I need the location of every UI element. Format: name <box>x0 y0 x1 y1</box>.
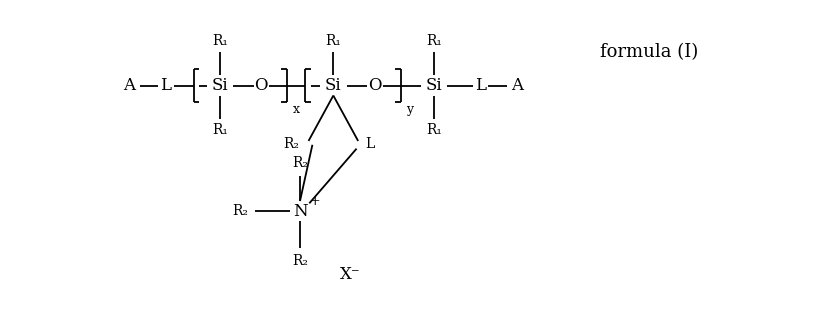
Text: R₁: R₁ <box>212 34 229 48</box>
Text: R₂: R₂ <box>283 137 300 151</box>
Text: x: x <box>292 103 300 116</box>
Text: A: A <box>511 77 523 94</box>
Text: L: L <box>161 77 171 94</box>
Text: Si: Si <box>325 77 342 94</box>
Text: X⁻: X⁻ <box>340 266 360 283</box>
Text: L: L <box>475 77 486 94</box>
Text: R₁: R₁ <box>325 34 342 48</box>
Text: L: L <box>365 137 374 151</box>
Text: formula (I): formula (I) <box>600 43 698 61</box>
Text: N: N <box>292 202 307 219</box>
Text: Si: Si <box>212 77 229 94</box>
Text: Si: Si <box>426 77 442 94</box>
Text: R₂: R₂ <box>233 204 248 218</box>
Text: R₁: R₁ <box>212 123 229 137</box>
Text: R₁: R₁ <box>426 123 442 137</box>
Text: R₂: R₂ <box>292 156 308 170</box>
Text: +: + <box>310 194 320 207</box>
Text: O: O <box>369 77 382 94</box>
Text: y: y <box>406 103 414 116</box>
Text: R₂: R₂ <box>292 254 308 268</box>
Text: O: O <box>255 77 268 94</box>
Text: R₁: R₁ <box>426 34 442 48</box>
Text: A: A <box>124 77 135 94</box>
